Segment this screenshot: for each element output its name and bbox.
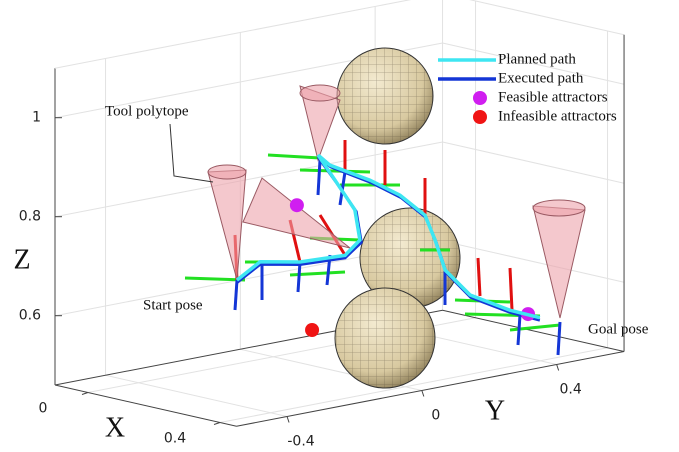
z-tick-label: 0.6 [19, 308, 41, 324]
annotation: Tool polytope [105, 103, 189, 119]
legend-swatch [473, 91, 487, 105]
tick-mark [287, 417, 289, 423]
tick-mark [82, 393, 88, 395]
legend-label: Feasible attractors [498, 89, 608, 105]
legend-label: Infeasible attractors [498, 108, 617, 124]
sphere [335, 288, 435, 388]
z-tick-label: 0.8 [19, 209, 41, 225]
grid-line [443, 241, 625, 282]
cone-top [533, 200, 585, 216]
attractor [305, 323, 319, 337]
grid-line [106, 375, 287, 416]
annotation: Goal pose [588, 321, 649, 337]
annotation: Start pose [143, 297, 203, 313]
sphere [337, 48, 433, 144]
leader-line [170, 124, 213, 182]
legend: Planned path Executed path Feasible attrac… [438, 51, 617, 124]
obstacles [335, 48, 460, 388]
cone [533, 206, 585, 318]
attractor [290, 198, 304, 212]
y-tick-label: 0 [431, 408, 440, 424]
tick-mark [214, 423, 220, 425]
z-axis-label: Z [13, 244, 30, 275]
cone-top [300, 85, 340, 101]
legend-label: Executed path [498, 70, 584, 86]
axis-edge [55, 385, 237, 426]
chart: Tool polytope Start pose Goal pose Z X Y… [0, 0, 679, 452]
axis-edge [443, 0, 625, 35]
x-tick-label: 0.4 [164, 431, 186, 447]
x-axis-label: X [105, 412, 125, 443]
legend-label: Planned path [498, 51, 576, 67]
y-tick-label: 0.4 [560, 382, 582, 398]
y-tick-label: -0.4 [287, 434, 314, 450]
cone-top [208, 165, 246, 179]
cone [243, 178, 350, 248]
tick-mark [422, 391, 424, 397]
z-tick-label: 1 [32, 110, 41, 126]
grid-line [443, 142, 625, 183]
x-tick-label: 0 [39, 401, 48, 417]
legend-swatch [473, 110, 487, 124]
tick-mark [557, 365, 559, 371]
y-axis-label: Y [485, 395, 505, 426]
